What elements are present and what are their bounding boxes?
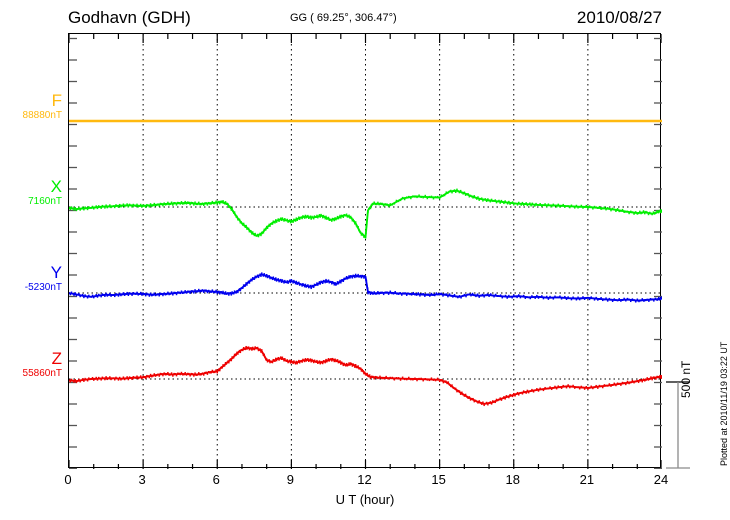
component-name-f: F <box>51 91 62 110</box>
plotted-at-timestamp: Plotted at 2010/11/19 03:22 UT <box>719 341 729 466</box>
geographic-coordinates: GG ( 69.25°, 306.47°) <box>290 12 397 24</box>
scale-bar <box>666 381 690 469</box>
y-axis-ticks <box>69 37 662 469</box>
x-tick-label-12: 12 <box>357 472 372 487</box>
x-axis-title: U T (hour) <box>335 492 395 507</box>
x-axis-major-ticks <box>69 34 662 469</box>
component-baseline-y: -5230nT <box>24 282 62 293</box>
scale-bar-label: 500 nT <box>679 360 693 398</box>
data-traces <box>69 119 662 407</box>
component-label-x: X 7160nT <box>0 178 62 207</box>
x-tick-label-3: 3 <box>138 472 146 487</box>
x-tick-label-24: 24 <box>653 472 669 487</box>
component-label-y: Y -5230nT <box>0 264 62 293</box>
component-label-f: F 88880nT <box>0 92 62 121</box>
component-baseline-x: 7160nT <box>28 196 62 207</box>
trace-X <box>69 189 662 239</box>
trace-Z <box>69 346 662 405</box>
observation-date: 2010/08/27 <box>576 8 662 27</box>
component-label-z: Z 55860nT <box>0 350 62 379</box>
station-title: Godhavn (GDH) <box>68 8 191 27</box>
component-name-x: X <box>50 177 62 196</box>
magnetogram-traces <box>69 34 662 469</box>
component-name-z: Z <box>51 349 62 368</box>
x-tick-label-21: 21 <box>579 472 595 487</box>
component-baseline-f: 88880nT <box>22 110 62 121</box>
x-tick-label-6: 6 <box>212 472 220 487</box>
plot-area <box>68 33 662 469</box>
x-tick-label-0: 0 <box>64 472 72 487</box>
x-tick-label-18: 18 <box>505 472 520 487</box>
x-tick-label-15: 15 <box>431 472 446 487</box>
component-baseline-z: 55860nT <box>22 368 62 379</box>
x-axis-minor-ticks <box>93 34 638 469</box>
x-tick-label-9: 9 <box>286 472 294 487</box>
vertical-gridlines <box>142 34 589 469</box>
component-name-y: Y <box>50 263 62 282</box>
